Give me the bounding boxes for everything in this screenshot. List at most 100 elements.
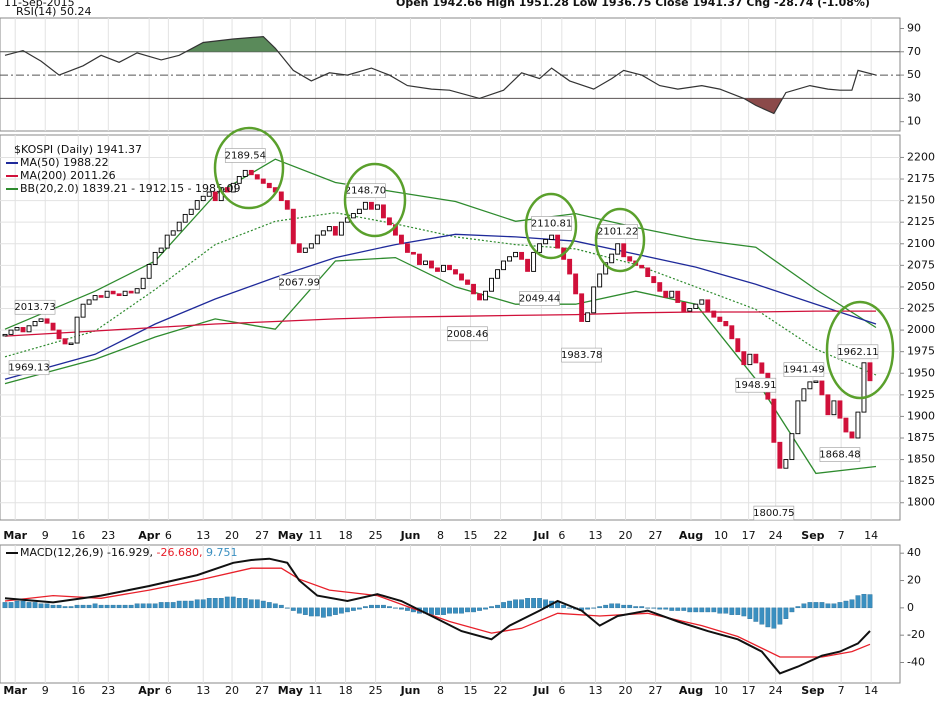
histogram-bar	[489, 606, 494, 609]
candle	[735, 338, 741, 353]
histogram-bar	[663, 607, 669, 610]
histogram-bar	[645, 607, 651, 609]
histogram-bar	[831, 603, 837, 609]
candle	[194, 200, 200, 210]
x-tick-label: 27	[255, 529, 269, 542]
histogram-bar	[861, 593, 867, 609]
histogram-bar	[639, 606, 645, 609]
candle	[645, 267, 651, 278]
candle	[380, 204, 386, 219]
y-tick-label: 90	[907, 21, 921, 34]
candle	[777, 441, 783, 469]
candle	[320, 230, 326, 236]
candle	[116, 293, 122, 297]
histogram-bar	[705, 607, 711, 613]
histogram-bar	[567, 607, 573, 609]
candle	[507, 256, 513, 262]
candle	[819, 380, 825, 396]
histogram-bar	[759, 607, 765, 625]
candle	[813, 380, 819, 383]
histogram-bar	[627, 604, 633, 609]
x-tick-label: 15	[464, 529, 478, 542]
annotation-box	[279, 275, 320, 290]
candle	[435, 267, 440, 272]
candle	[459, 273, 464, 281]
y-tick-label: 2150	[907, 194, 935, 207]
candle	[176, 221, 182, 232]
histogram-bar	[320, 607, 326, 618]
annotation-box	[224, 148, 266, 163]
x-tick-label: Sep	[801, 684, 824, 697]
x-tick-label: Sep	[801, 529, 824, 542]
histogram-bar	[453, 607, 458, 614]
y-tick-label: 2050	[907, 280, 935, 293]
y-tick-label: 1850	[907, 453, 935, 466]
candle	[110, 290, 116, 295]
x-tick-label: May	[278, 684, 303, 697]
annotation: 2008.46	[447, 329, 488, 340]
x-tick-label: 24	[769, 684, 783, 697]
annotation: 2049.44	[519, 293, 560, 304]
histogram-bar	[585, 607, 591, 610]
y-tick-label: 0	[907, 601, 914, 614]
x-tick-label: 27	[255, 684, 269, 697]
histogram-bar	[224, 596, 230, 609]
annotation-box	[753, 505, 795, 521]
x-tick-label: 14	[864, 684, 878, 697]
candle	[158, 247, 164, 253]
histogram-bar	[230, 596, 236, 609]
histogram-bar	[116, 604, 122, 609]
candle	[38, 318, 44, 322]
x-tick-label: 23	[101, 529, 115, 542]
rsi-legend: RSI(14) 50.24	[16, 5, 91, 18]
x-tick-label: Jun	[400, 529, 421, 542]
x-tick-label: 18	[339, 529, 353, 542]
candle	[759, 362, 765, 374]
candle	[68, 342, 74, 345]
y-tick-label: 1800	[907, 496, 935, 509]
histogram-bar	[471, 607, 476, 613]
histogram-bar	[302, 607, 308, 615]
candle	[609, 253, 615, 264]
candle	[404, 243, 410, 253]
annotation-box	[519, 291, 560, 306]
candle	[567, 258, 573, 275]
y-tick-label: -40	[907, 656, 925, 669]
candle	[807, 381, 813, 390]
annotation-box	[447, 326, 488, 342]
x-tick-label: Jul	[533, 529, 550, 542]
candle	[621, 243, 627, 258]
x-tick-label: Apr	[138, 684, 160, 697]
macd-title: MACD(12,26,9)	[20, 546, 104, 559]
annotation: 2110.81	[531, 218, 572, 229]
x-tick-label: 13	[196, 529, 210, 542]
annotation: 2013.73	[14, 302, 55, 313]
candle	[495, 269, 501, 279]
histogram-bar	[152, 603, 158, 609]
candle	[429, 260, 434, 269]
x-tick-label: 22	[494, 684, 508, 697]
candle	[92, 295, 98, 301]
histogram-bar	[447, 607, 452, 614]
histogram-bar	[308, 607, 314, 617]
x-tick-label: 16	[71, 684, 85, 697]
candle	[861, 362, 867, 413]
histogram-bar	[375, 604, 380, 609]
histogram-bar	[693, 607, 699, 613]
y-tick-label: 1975	[907, 345, 935, 358]
histogram-bar	[657, 607, 663, 610]
macd-line	[4, 557, 871, 675]
candle	[741, 351, 747, 366]
candle	[717, 316, 723, 322]
x-tick-label: 13	[196, 684, 210, 697]
highlight-circle	[524, 192, 578, 260]
histogram-bar	[825, 603, 831, 609]
candle	[2, 333, 8, 337]
histogram-bar	[260, 600, 266, 609]
histogram-bar	[266, 602, 272, 609]
y-tick-label: 50	[907, 68, 921, 81]
histogram-bar	[525, 598, 530, 609]
histogram-bar	[729, 607, 735, 615]
histogram-bar	[405, 607, 410, 611]
annotation-box	[783, 362, 825, 377]
